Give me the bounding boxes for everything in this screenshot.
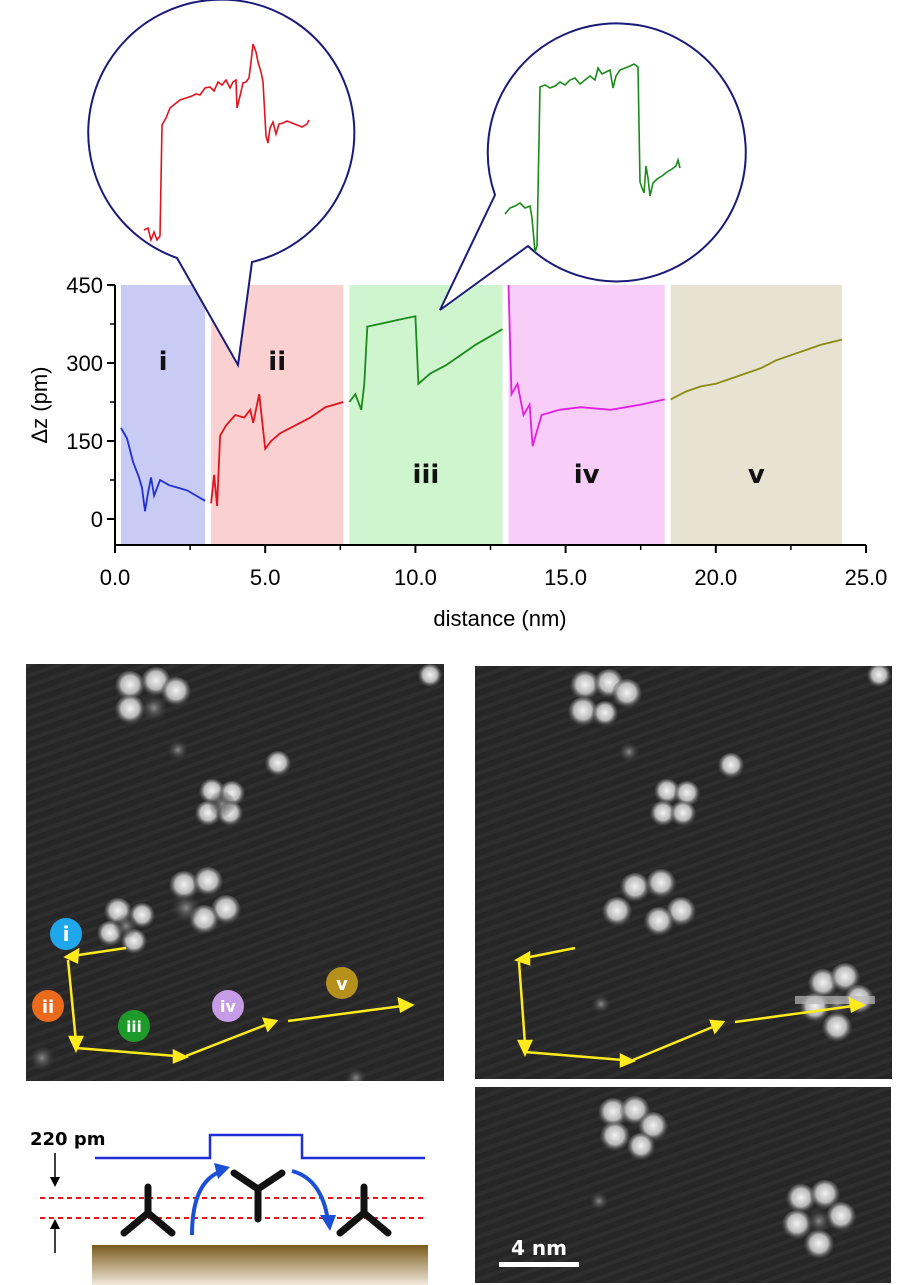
stm-image-left: i ii iii iv v [26,664,444,1081]
height-arrow-top-head [50,1177,60,1187]
stm-image-bottom: 4 nm [475,1087,891,1283]
stm-label-iii: iii [118,1010,150,1042]
molecule-cluster-3 [97,867,241,955]
molecule-r-small-1 [718,753,744,779]
scan-glitch [795,996,875,1004]
profile-series [120,284,843,512]
molecule-r-dim-1 [619,742,639,762]
stm-label-v-text: v [336,974,348,995]
y-axis-label: Δz (pm) [27,366,52,443]
molecule-cluster-b2 [782,1180,856,1260]
region-band-i [121,285,206,545]
x-axis-label: distance (nm) [433,606,566,631]
molecule-left [120,1183,176,1237]
region-label-v: v [748,460,765,490]
series-line-0 [120,427,206,512]
stm-label-iii-text: iii [126,1018,141,1036]
inset-red-trace [143,43,310,243]
region-label-iv: iv [574,460,600,490]
molecule-dim-3 [346,1068,366,1081]
molecule-dim-2 [30,1046,54,1070]
region-label-iii: iii [413,460,440,490]
hop-arrow-right [291,1169,330,1222]
ticks: 0.0 5.0 10.0 15.0 20.0 25.0 0 150 300 450 [66,273,887,590]
inset-balloon-red [87,0,356,369]
molecule-cluster-1 [115,667,191,725]
height-arrow-bottom-head [50,1219,60,1229]
inset-green-trace [504,63,681,253]
stm-label-iv-text: iv [220,997,236,1016]
stm-label-i-text: i [63,922,70,946]
inset-balloon-green [439,22,747,311]
molecule-right [336,1183,392,1237]
series-line-4 [670,338,843,401]
region-bands [121,285,842,545]
region-band-iv [508,285,665,545]
molecule-cluster-r1 [568,669,642,727]
molecule-cluster-2 [195,779,245,827]
scale-bar-label: 4 nm [511,1236,567,1260]
height-label: 220 pm [30,1129,105,1150]
x-tick-label: 10.0 [394,565,437,590]
stm-label-ii-text: ii [42,997,54,1018]
stm-left-canvas: i ii iii iv v [26,664,444,1081]
scale-bar [499,1262,579,1267]
x-tick-label: 20.0 [694,565,737,590]
series-line-3 [507,284,665,447]
y-tick-label: 450 [66,273,103,298]
tip-path-arrows [63,946,415,1064]
stm-label-ii: ii [32,990,64,1022]
stm-bottom-canvas: 4 nm [475,1087,891,1283]
molecule-small-1 [265,751,291,777]
y-tick-label: 0 [91,507,103,532]
stm-image-right [475,666,892,1079]
molecule-center [230,1169,286,1223]
hop-arrow-left [190,1169,223,1236]
molecule-cluster-b1 [598,1096,668,1161]
substrate [92,1245,428,1285]
balloon-green-outline [439,22,747,311]
y-tick-label: 150 [66,429,103,454]
region-label-i: i [159,347,168,377]
x-tick-label: 5.0 [250,565,281,590]
molecule-r-dim-2 [592,995,610,1013]
x-tick-label: 25.0 [845,565,888,590]
molecule-dim-1 [168,740,188,760]
hopping-schematic: 220 pm [30,1129,428,1285]
hop-arrow-right-head [320,1215,336,1231]
hop-arrow-left-head [214,1163,230,1179]
region-band-v [670,285,842,545]
molecule-small-2 [418,664,442,688]
molecule-cluster-r3 [602,869,696,937]
stm-label-iv: iv [212,990,244,1022]
series-line-2 [348,315,503,411]
series-line-1 [210,394,344,507]
molecule-r-small-2 [867,666,891,688]
x-tick-label: 0.0 [100,565,131,590]
stm-right-canvas [475,666,892,1079]
balloon-red-outline [87,0,356,369]
tip-path-arrows-right [513,946,866,1068]
molecule-b-dim-1 [590,1192,608,1210]
y-tick-label: 300 [66,351,103,376]
molecule-cluster-r4 [800,963,874,1043]
x-tick-label: 15.0 [544,565,587,590]
molecule-cluster-r2 [650,779,700,827]
region-band-iii [349,285,503,545]
topography-line [95,1133,425,1160]
stm-label-v: v [326,967,358,999]
region-label-ii: ii [268,347,286,377]
stm-label-i: i [50,918,82,950]
